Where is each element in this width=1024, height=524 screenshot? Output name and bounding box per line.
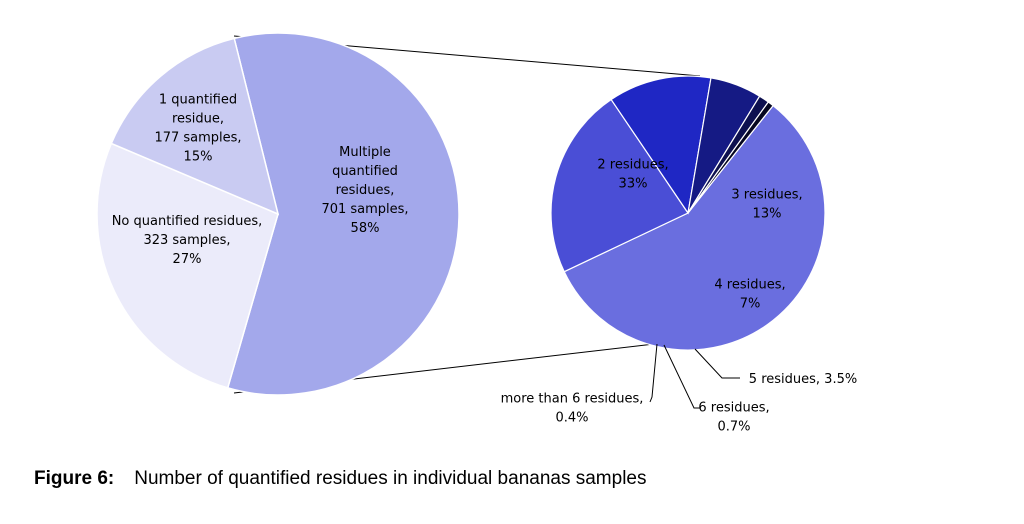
- sub-slice-3-residues: [550, 98, 689, 273]
- breakdown-pie: [550, 75, 826, 351]
- sub-slice-2-residues: [563, 104, 826, 351]
- slice-labels: Multiple quantified residues, 701 samples, 5…: [112, 93, 858, 435]
- main-pie: [96, 32, 460, 396]
- main-slice-no-quantified-residues: [96, 142, 279, 389]
- pie-of-pie-chart: Multiple quantified residues, 701 samples, 5…: [96, 32, 858, 435]
- sub-label-5-residues-3-5: 5 residues, 3.5%: [749, 372, 857, 387]
- main-label-1-quantified: 1 quantified residue, 177 samples, 15%: [154, 93, 241, 165]
- sub-label-2-residues: 2 residues, 33%: [597, 158, 668, 192]
- sub-label-3-residues: 3 residues, 13%: [731, 188, 802, 222]
- leader-5-residues-3-5: [694, 348, 740, 379]
- figure-number: Figure 6:: [34, 468, 115, 489]
- sub-label-4-residues: 4 residues, 7%: [714, 278, 785, 312]
- leader-6-residues: [663, 344, 700, 409]
- main-slice-1-quantified: [110, 37, 280, 216]
- sub-slice-4-residues: [610, 75, 712, 215]
- leader-more-than-6-residues: [649, 343, 658, 403]
- sub-label-6-residues: 6 residues, 0.7%: [698, 401, 769, 435]
- figure-caption: Figure 6: Number of quantified residues i…: [34, 468, 646, 490]
- leader-lines: [649, 343, 740, 409]
- main-slice-multiple: [226, 32, 460, 396]
- sub-slice-more-than-6-residues: [687, 101, 774, 214]
- main-label-no-quantified-residues: No quantified residues, 323 samples, 27%: [112, 214, 263, 267]
- sub-label-more-than-6-residues: more than 6 residues, 0.4%: [501, 392, 644, 426]
- figure-title: Number of quantified residues in individ…: [134, 468, 647, 489]
- main-label-multiple: Multiple quantified residues, 701 samples, 5…: [321, 145, 408, 236]
